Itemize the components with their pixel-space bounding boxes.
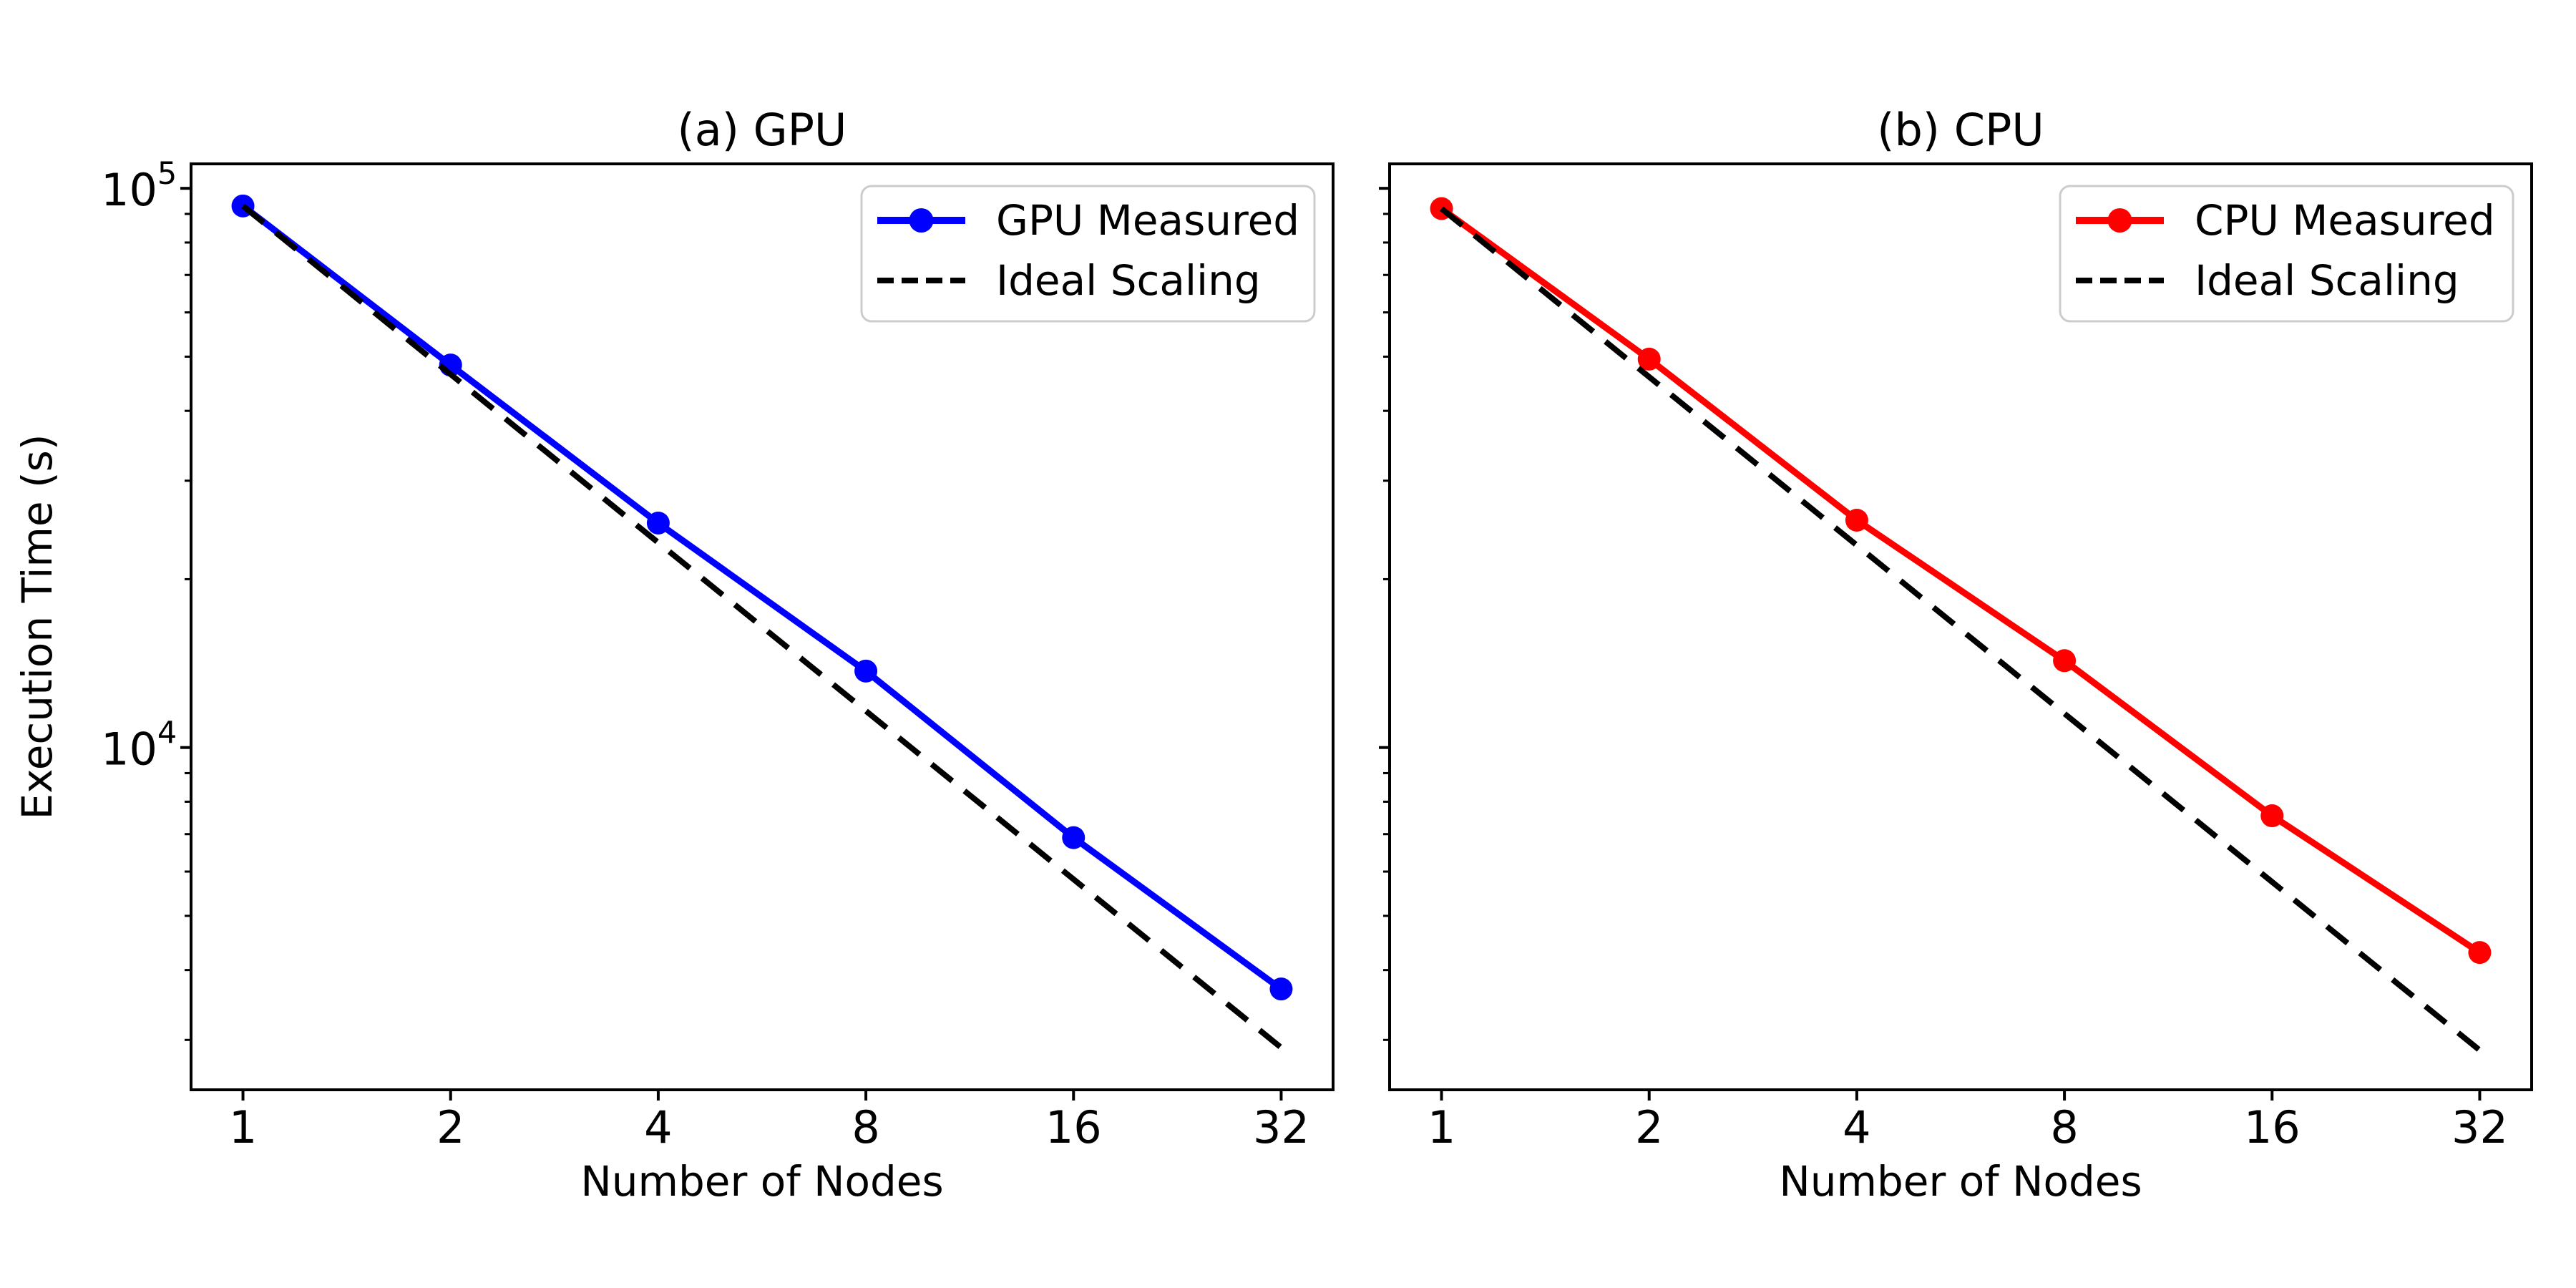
x-tick-label: 2 xyxy=(1635,1101,1663,1153)
ideal-scaling-line xyxy=(1440,206,2482,1053)
x-tick-label: 16 xyxy=(1045,1101,1102,1153)
plot-frame xyxy=(190,162,1335,1091)
x-tick-label: 4 xyxy=(1843,1101,1870,1153)
legend: CPU Measured Ideal Scaling xyxy=(2059,185,2514,323)
x-tick-label: 1 xyxy=(229,1101,257,1153)
y-axis-label: Execution Time (s) xyxy=(13,434,62,820)
x-tick-label: 1 xyxy=(1428,1101,1455,1153)
legend-entry-gpu-measured: GPU Measured xyxy=(877,196,1299,245)
legend-label: GPU Measured xyxy=(996,196,1299,245)
legend-label: Ideal Scaling xyxy=(996,256,1261,305)
legend-entry-ideal-scaling: Ideal Scaling xyxy=(877,256,1261,305)
x-axis-label: Number of Nodes xyxy=(1779,1157,2142,1206)
legend: GPU Measured Ideal Scaling xyxy=(860,185,1316,323)
gpu-measured-marker xyxy=(1062,826,1085,849)
panel-title: (b) CPU xyxy=(1877,104,2044,156)
gpu-measured-line xyxy=(240,203,1284,992)
cpu-measured-marker xyxy=(2468,941,2492,965)
x-tick-label: 32 xyxy=(1253,1101,1309,1153)
y-tick-label: 104 xyxy=(101,716,177,776)
cpu-measured-marker xyxy=(2053,649,2077,673)
legend-box xyxy=(860,185,1316,323)
x-axis-label: Number of Nodes xyxy=(580,1157,943,1206)
cpu-measured-marker xyxy=(2260,804,2284,828)
legend-label: Ideal Scaling xyxy=(2195,256,2459,305)
plot-frame xyxy=(1388,162,2533,1091)
legend-sample-marker xyxy=(2107,208,2132,233)
legend-entry-cpu-measured: CPU Measured xyxy=(2076,196,2495,245)
legend-box xyxy=(2059,185,2514,323)
x-tick-label: 16 xyxy=(2244,1101,2301,1153)
cpu-measured-marker xyxy=(1845,508,1868,532)
x-tick-label: 8 xyxy=(852,1101,879,1153)
x-tick-label: 32 xyxy=(2451,1101,2508,1153)
panel-title: (a) GPU xyxy=(678,104,847,156)
cpu-measured-line xyxy=(1439,205,2482,955)
gpu-measured-marker xyxy=(1269,977,1293,1001)
legend-entry-ideal-scaling: Ideal Scaling xyxy=(2076,256,2459,305)
y-tick-label: 105 xyxy=(101,156,177,216)
legend-sample-marker xyxy=(909,208,934,233)
x-tick-label: 8 xyxy=(2050,1101,2078,1153)
ideal-scaling-line xyxy=(241,203,1283,1050)
gpu-measured-marker xyxy=(854,659,878,683)
x-tick-label: 2 xyxy=(436,1101,464,1153)
legend-label: CPU Measured xyxy=(2195,196,2495,245)
gpu-measured-marker xyxy=(646,511,670,535)
cpu-measured-marker xyxy=(1637,347,1661,371)
panel-gpu: 1 2 4 8 16 32 105 104 (a) GPU Number of Nodes Exec… xyxy=(13,104,1335,1206)
panel-cpu: 1 2 4 8 16 32 (b) CPU Number of Nodes CPU Measur… xyxy=(1379,104,2533,1206)
x-tick-label: 4 xyxy=(644,1101,672,1153)
